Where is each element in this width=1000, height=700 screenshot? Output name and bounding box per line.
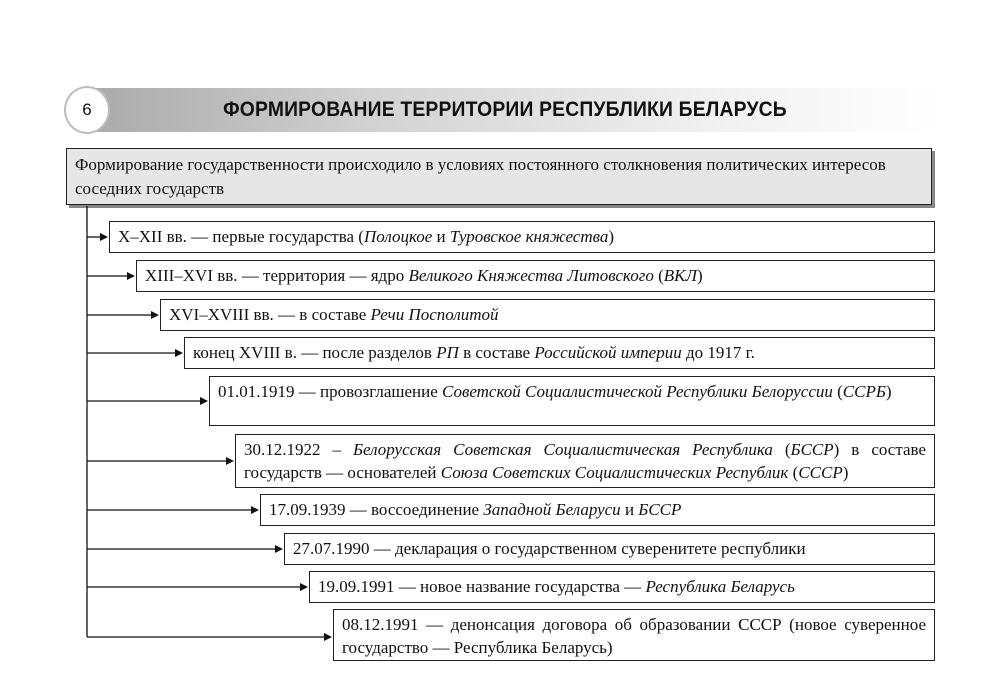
page-title: ФОРМИРОВАНИЕ ТЕРРИТОРИИ РЕСПУБЛИКИ БЕЛАР… — [223, 98, 787, 121]
timeline-box: 01.01.1919 — провозглашение Советской Со… — [209, 376, 935, 426]
arrow-head-icon — [151, 311, 159, 319]
italic-term: Великого Княжества Литовского — [408, 266, 654, 285]
text-segment: ) — [885, 382, 892, 401]
text-segment: XVI–XVIII вв. — в составе — [169, 305, 371, 324]
arrow-head-icon — [300, 583, 308, 591]
header-bar — [86, 88, 946, 132]
timeline-box: 08.12.1991 — денонсация договора об обра… — [333, 609, 935, 661]
italic-term: Речи Посполитой — [370, 305, 499, 324]
arrow-head-icon — [175, 349, 183, 357]
italic-term: Республика Беларусь — [645, 577, 795, 596]
timeline-box: конец XVIII в. — после разделов РП в сос… — [184, 337, 935, 369]
text-segment: ( — [832, 382, 843, 401]
italic-term: СССР — [798, 463, 843, 482]
italic-term: Полоцкое — [363, 227, 433, 246]
text-segment: 30.12.1922 – — [244, 440, 353, 459]
arrow-head-icon — [251, 506, 259, 514]
arrow-head-icon — [100, 233, 108, 241]
timeline-box: 30.12.1922 – Белорусская Советская Социа… — [235, 434, 935, 488]
arrow-head-icon — [127, 272, 135, 280]
arrow-head-icon — [200, 397, 208, 405]
text-segment: конец XVIII в. — после разделов — [193, 343, 437, 362]
text-segment: X–XII вв. — первые государства ( — [118, 227, 364, 246]
intro-box: Формирование государственности происходи… — [66, 148, 932, 205]
timeline-box: X–XII вв. — первые государства (Полоцкое… — [109, 221, 935, 253]
text-segment: ( — [653, 266, 664, 285]
italic-term: РП — [436, 343, 459, 362]
timeline-box: XVI–XVIII вв. — в составе Речи Посполито… — [160, 299, 935, 331]
text-segment: ( — [788, 463, 799, 482]
arrow-head-icon — [226, 457, 234, 465]
arrow-head-icon — [324, 633, 332, 641]
italic-term: Советской Социалистической Республики Бе… — [442, 382, 833, 401]
italic-term: ССРБ — [842, 382, 886, 401]
text-segment: ) — [842, 463, 849, 482]
italic-term: Белорусская Советская Социалистическая Р… — [353, 440, 773, 459]
timeline-box: XIII–XVI вв. — территория — ядро Великог… — [136, 260, 935, 292]
italic-term: БССР — [638, 500, 682, 519]
italic-term: ВКЛ — [663, 266, 697, 285]
text-segment: 17.09.1939 — воссоединение — [269, 500, 484, 519]
text-segment: до 1917 г. — [681, 343, 755, 362]
italic-term: Туровское княжества — [449, 227, 609, 246]
text-segment: ( — [772, 440, 791, 459]
text-segment: и — [432, 227, 450, 246]
timeline-box: 17.09.1939 — воссоединение Западной Бела… — [260, 494, 935, 526]
text-segment: ) — [608, 227, 615, 246]
text-segment: в составе — [458, 343, 535, 362]
timeline-box: 19.09.1991 — новое название государства … — [309, 571, 935, 603]
text-segment: 08.12.1991 — денонсация договора об обра… — [342, 615, 926, 657]
text-segment: 01.01.1919 — провозглашение — [218, 382, 442, 401]
italic-term: БССР — [790, 440, 834, 459]
italic-term: Российской империи — [534, 343, 682, 362]
text-segment: XIII–XVI вв. — территория — ядро — [145, 266, 409, 285]
text-segment: 19.09.1991 — новое название государства … — [318, 577, 646, 596]
text-segment: 27.07.1990 — декларация о государственно… — [293, 539, 806, 558]
page-number: 6 — [64, 86, 110, 134]
text-segment: ) в составе государств — основателей — [244, 440, 926, 482]
timeline-box: 27.07.1990 — декларация о государственно… — [284, 533, 935, 565]
arrow-head-icon — [275, 545, 283, 553]
italic-term: Западной Беларуси — [483, 500, 621, 519]
text-segment: и — [620, 500, 639, 519]
text-segment: ) — [696, 266, 703, 285]
italic-term: Союза Советских Социалистических Республ… — [440, 463, 789, 482]
